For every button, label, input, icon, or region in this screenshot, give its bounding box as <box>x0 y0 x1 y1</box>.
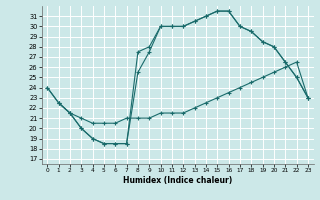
X-axis label: Humidex (Indice chaleur): Humidex (Indice chaleur) <box>123 176 232 185</box>
